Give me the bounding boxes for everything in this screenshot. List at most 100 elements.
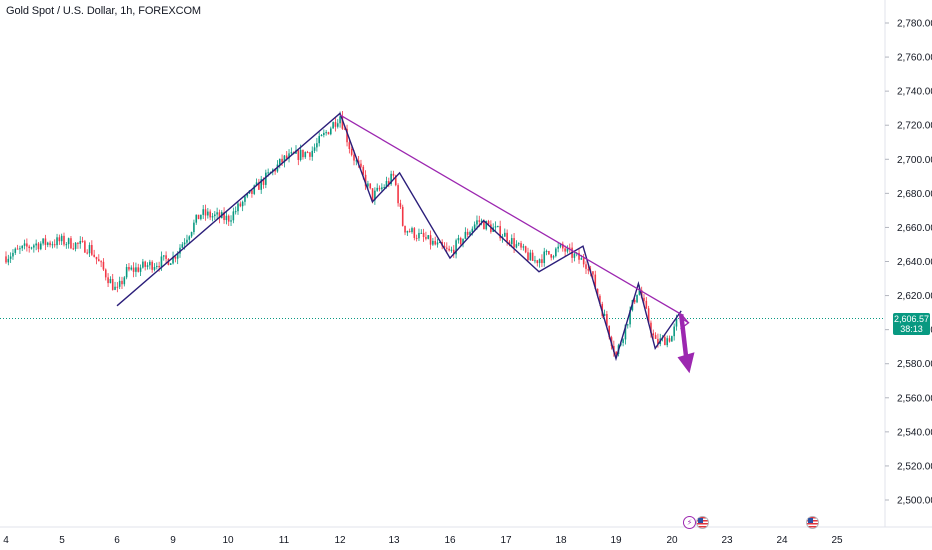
candle-body xyxy=(585,264,587,269)
candle-body xyxy=(169,263,172,265)
candle-body xyxy=(550,254,552,258)
candle-body xyxy=(311,150,314,157)
candle-body xyxy=(452,249,455,255)
candle-body xyxy=(197,214,200,220)
candle-body xyxy=(306,152,309,154)
candle-body xyxy=(162,255,165,257)
candle-body xyxy=(107,277,109,284)
candle-body xyxy=(473,224,476,229)
candle-body xyxy=(88,245,91,254)
candle-body xyxy=(624,324,627,340)
candle-body xyxy=(510,238,513,245)
candle-body xyxy=(404,225,406,233)
candle-body xyxy=(40,243,42,250)
candle-body xyxy=(265,172,267,185)
last-price-value: 2,606.57 xyxy=(893,314,930,324)
candle-body xyxy=(464,231,467,239)
time-tick-label: 4 xyxy=(3,535,9,546)
price-axis[interactable]: 2,500.00 2,520.00 2,540.00 2,560.00 2,580.00… xyxy=(885,19,932,507)
candle-body xyxy=(26,243,28,247)
candle-body xyxy=(580,258,583,260)
candle-body xyxy=(378,187,381,190)
price-tick-label: 2,680.00 xyxy=(897,189,932,200)
candle-body xyxy=(529,252,532,261)
candle-body xyxy=(408,231,411,233)
candle-body xyxy=(394,175,397,186)
candle-body xyxy=(111,278,114,290)
candle-body xyxy=(671,336,673,342)
drawings-layer[interactable] xyxy=(116,112,695,374)
bolt-event-icon[interactable]: ⚡ xyxy=(683,516,696,529)
candle-body xyxy=(650,322,652,334)
candle-body xyxy=(615,351,617,355)
candle-body xyxy=(299,149,302,160)
candle-body xyxy=(109,278,112,284)
candle-body xyxy=(95,256,98,260)
candle-body xyxy=(44,238,47,245)
us-flag-event-icon[interactable] xyxy=(806,516,819,529)
wave-pattern-line xyxy=(116,112,682,362)
candle-body xyxy=(183,242,186,245)
candle-body xyxy=(244,196,246,202)
candle-body xyxy=(390,173,392,185)
price-tick-label: 2,740.00 xyxy=(897,87,932,98)
time-tick-label: 23 xyxy=(721,535,733,546)
candle-body xyxy=(320,134,323,137)
candle-body xyxy=(135,267,137,272)
candle-body xyxy=(450,249,453,251)
candle-body xyxy=(350,148,353,155)
candle-body xyxy=(566,247,569,252)
time-tick-label: 5 xyxy=(59,535,65,546)
candle-body xyxy=(56,237,58,246)
candle-body xyxy=(151,261,153,270)
candle-body xyxy=(16,248,19,250)
us-flag-event-icon[interactable] xyxy=(696,516,709,529)
candle-body xyxy=(241,201,244,207)
candle-body xyxy=(462,238,464,245)
candle-body xyxy=(7,258,10,263)
candle-body xyxy=(392,173,395,176)
candle-body xyxy=(102,261,105,270)
candle-body xyxy=(153,267,156,270)
candle-body xyxy=(606,314,608,326)
candle-body xyxy=(100,261,102,263)
candle-body xyxy=(459,238,462,245)
candle-body xyxy=(142,261,144,268)
candle-body xyxy=(330,128,332,135)
time-tick-label: 18 xyxy=(555,535,567,546)
candle-body xyxy=(413,228,416,238)
candle-body xyxy=(666,338,668,346)
candle-body xyxy=(448,248,450,251)
time-axis[interactable]: 4 5 6 9 10 11 12 13 16 17 18 19 20 23 24 25 xyxy=(3,535,843,546)
candle-body xyxy=(165,255,167,259)
last-price-tag: 2,606.57 38:13 xyxy=(893,313,930,335)
candle-body xyxy=(267,172,269,174)
candle-body xyxy=(72,248,75,250)
candle-body xyxy=(53,244,56,246)
candle-body xyxy=(74,242,77,249)
candle-body xyxy=(355,160,358,162)
candle-body xyxy=(432,240,434,245)
candle-body xyxy=(230,220,232,222)
price-tick-label: 2,720.00 xyxy=(897,121,932,132)
candle-body xyxy=(622,339,624,343)
candle-body xyxy=(79,240,82,244)
candle-body xyxy=(364,174,367,187)
candle-body xyxy=(251,190,253,194)
candle-body xyxy=(262,179,265,185)
candle-body xyxy=(278,158,281,165)
candle-body xyxy=(223,212,225,221)
candle-body xyxy=(21,245,24,249)
candle-body xyxy=(636,294,638,303)
candle-body xyxy=(176,253,179,259)
candle-body xyxy=(645,300,648,309)
candle-body xyxy=(58,237,61,242)
candle-body xyxy=(160,256,163,268)
candle-body xyxy=(255,182,258,186)
candle-body xyxy=(118,280,121,287)
candle-body xyxy=(12,252,14,257)
candle-body xyxy=(643,297,645,301)
time-tick-label: 6 xyxy=(114,535,120,546)
